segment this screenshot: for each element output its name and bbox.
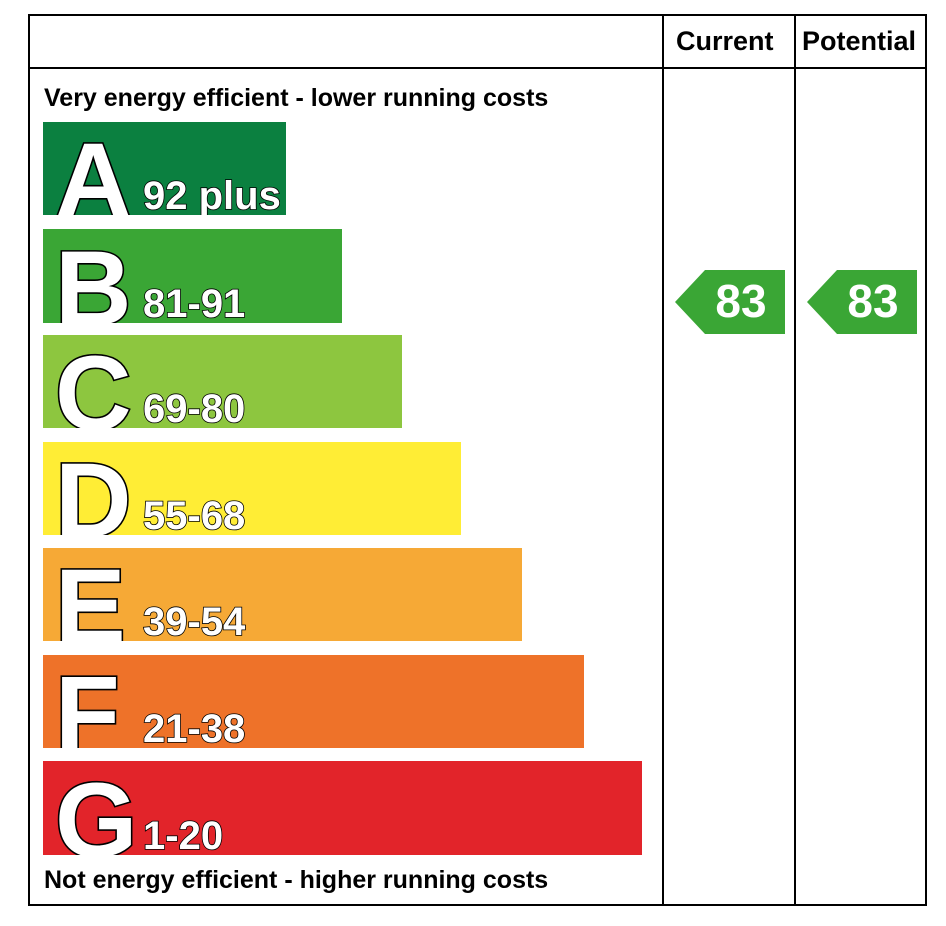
svg-text:81-91: 81-91	[143, 282, 245, 323]
svg-text:D: D	[55, 442, 132, 535]
svg-text:69-80: 69-80	[143, 387, 245, 428]
svg-text:83: 83	[847, 275, 898, 327]
svg-text:B: B	[55, 230, 132, 323]
svg-text:55-68: 55-68	[143, 494, 245, 535]
svg-text:A: A	[55, 122, 132, 215]
svg-text:E: E	[55, 548, 126, 641]
svg-text:39-54: 39-54	[143, 600, 246, 641]
svg-text:92 plus: 92 plus	[143, 174, 281, 215]
svg-text:C: C	[55, 335, 132, 428]
svg-text:83: 83	[715, 275, 766, 327]
svg-text:1-20: 1-20	[143, 814, 223, 855]
svg-text:21-38: 21-38	[143, 707, 245, 748]
svg-text:F: F	[55, 655, 120, 748]
svg-text:G: G	[55, 762, 137, 855]
